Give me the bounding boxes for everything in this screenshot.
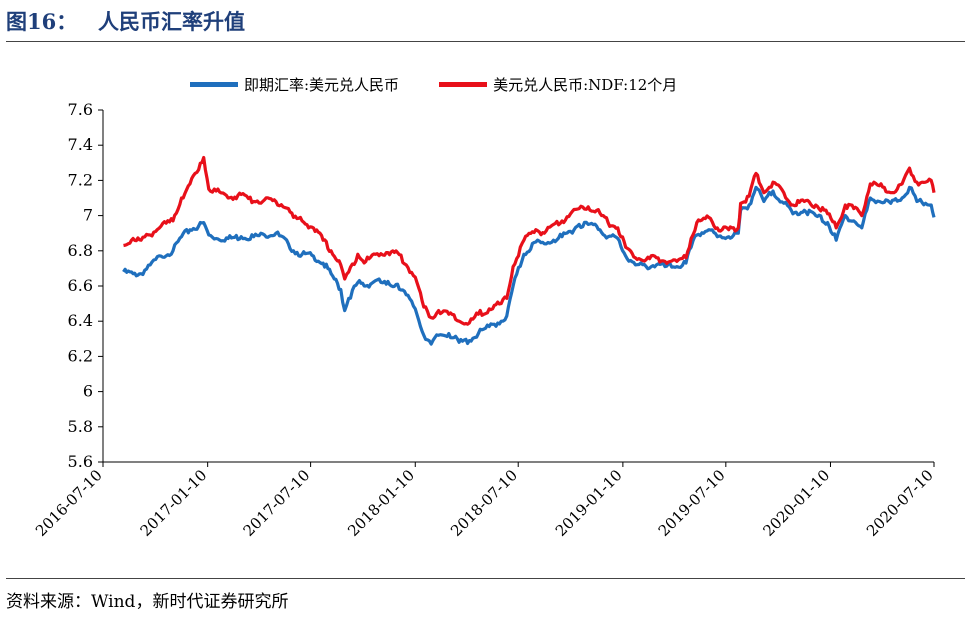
x-tick-label: 2020-07-10 [863, 466, 937, 540]
y-tick-label: 7 [83, 206, 93, 225]
y-tick-label: 6.4 [68, 311, 93, 330]
y-tick-label: 6 [83, 382, 93, 401]
y-tick-label: 5.6 [68, 452, 93, 471]
legend-label-spot: 即期汇率:美元兑人民币 [244, 75, 400, 94]
legend-swatch-ndf [439, 81, 488, 87]
series-line-ndf [123, 155, 936, 326]
legend-swatch-spot [190, 81, 238, 87]
y-tick-label: 6.8 [68, 241, 93, 260]
figure-header: 图16： 人民币汇率升值 [0, 0, 971, 40]
chart-legend: 即期汇率:美元兑人民币 美元兑人民币:NDF:12个月 [190, 72, 717, 96]
figure-title: 人民币汇率升值 [98, 9, 245, 34]
y-tick-label: 5.8 [68, 417, 93, 436]
y-tick-label: 7.6 [68, 100, 93, 119]
source-note: 资料来源：Wind，新时代证券研究所 [6, 592, 289, 612]
y-tick-label: 7.4 [68, 135, 93, 154]
legend-label-ndf: 美元兑人民币:NDF:12个月 [493, 75, 678, 94]
x-tick-label: 2018-07-10 [447, 466, 521, 540]
y-tick-label: 6.6 [68, 276, 93, 295]
y-tick-label: 7.2 [68, 170, 93, 189]
y-tick-label: 6.2 [68, 346, 93, 365]
series-line-spot [122, 185, 936, 346]
x-tick-label: 2017-01-10 [137, 466, 211, 540]
x-tick-label: 2018-01-10 [344, 466, 418, 540]
legend-item-ndf: 美元兑人民币:NDF:12个月 [439, 74, 677, 95]
x-tick-label: 2019-01-10 [552, 466, 626, 540]
x-tick-label: 2016-07-10 [32, 466, 106, 540]
bottom-rule [6, 578, 965, 579]
figure-number: 图16： [6, 9, 78, 34]
x-tick-label: 2019-07-10 [655, 466, 729, 540]
legend-item-spot: 即期汇率:美元兑人民币 [190, 74, 399, 95]
x-tick-label: 2020-01-10 [759, 466, 833, 540]
x-tick-label: 2017-07-10 [240, 466, 314, 540]
top-rule [6, 41, 965, 42]
